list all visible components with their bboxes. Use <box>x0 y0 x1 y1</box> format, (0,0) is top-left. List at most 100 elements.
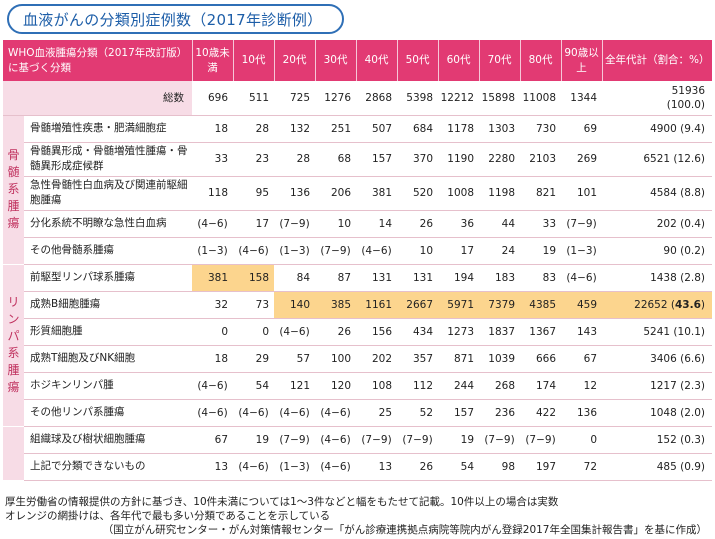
data-cell: 158 <box>233 264 275 292</box>
data-cell: 381 <box>192 264 234 292</box>
data-cell: 95 <box>233 176 275 211</box>
row-total-cell: 22652 (43.6) <box>602 291 713 319</box>
row-total-cell: 152 (0.3) <box>602 426 713 454</box>
data-cell: 108 <box>356 372 398 400</box>
table-row: 成熟T細胞及びNK細胞 18 29 57 100 202 357 871 1039 666 67 34… <box>3 345 713 373</box>
table-row: 骨髄系腫瘍骨髄増殖性疾患・肥満細胞症 18 28 132 251 507 684 1178 13… <box>3 115 713 265</box>
data-cell: (1−3) <box>274 453 316 481</box>
row-label: 骨髄増殖性疾患・肥満細胞症 <box>24 115 193 143</box>
group-label-char: 系 <box>7 182 20 196</box>
data-cell: 54 <box>438 453 480 481</box>
row-label: 成熟B細胞腫瘍 <box>24 291 193 319</box>
data-cell: (7−9) <box>520 426 562 454</box>
data-cell: 33 <box>192 142 234 177</box>
age-header: 40代 <box>355 40 398 81</box>
data-cell: 121 <box>274 372 316 400</box>
total-cell: 1276 <box>315 81 357 116</box>
data-cell: (7−9) <box>356 426 398 454</box>
data-cell: 2280 <box>479 142 521 177</box>
group-label-char: 系 <box>7 346 20 360</box>
group-label: 骨髄系腫瘍 <box>3 115 24 265</box>
data-cell: 100 <box>315 345 357 373</box>
data-cell: 1837 <box>479 318 521 346</box>
data-cell: 84 <box>274 264 316 292</box>
data-cell: 434 <box>397 318 439 346</box>
data-cell: 112 <box>397 372 439 400</box>
total-header: 全年代計（割合：%） <box>601 40 713 81</box>
group-label-char: ン <box>7 312 20 326</box>
data-cell: 684 <box>397 115 439 143</box>
data-cell: 459 <box>561 291 603 319</box>
row-total-cell: 1048 (2.0) <box>602 399 713 427</box>
row-label: 上記で分類できないもの <box>24 453 193 481</box>
data-cell: 67 <box>561 345 603 373</box>
data-cell: (7−9) <box>274 210 316 238</box>
data-cell: 871 <box>438 345 480 373</box>
total-label: 総数 <box>3 81 193 116</box>
data-cell: 1303 <box>479 115 521 143</box>
data-cell: 1039 <box>479 345 521 373</box>
group-label <box>3 426 24 480</box>
data-cell: (4−6) <box>192 372 234 400</box>
data-cell: 33 <box>520 210 562 238</box>
data-cell: (4−6) <box>192 210 234 238</box>
data-cell: (4−6) <box>233 237 275 265</box>
data-cell: 67 <box>192 426 234 454</box>
data-cell: 143 <box>561 318 603 346</box>
data-cell: 101 <box>561 176 603 211</box>
data-cell: 36 <box>438 210 480 238</box>
data-cell: (1−3) <box>274 237 316 265</box>
group-label-char: リ <box>7 295 20 309</box>
row-label: 分化系統不明瞭な急性白血病 <box>24 210 193 238</box>
data-cell: 118 <box>192 176 234 211</box>
total-row: 総数 696 511 725 1276 2868 5398 12212 1589… <box>3 81 713 116</box>
data-cell: 17 <box>233 210 275 238</box>
data-cell: 23 <box>233 142 275 177</box>
group-label-char: パ <box>7 329 20 343</box>
group-label-char: 腫 <box>7 363 20 377</box>
total-cell: 2868 <box>356 81 398 116</box>
data-cell: 29 <box>233 345 275 373</box>
data-cell: 25 <box>356 399 398 427</box>
case-count-table: WHO血液腫瘍分類（2017年改訂版）に基づく分類 10歳未満 10代 20代 … <box>3 40 713 481</box>
data-cell: 1008 <box>438 176 480 211</box>
total-cell: 725 <box>274 81 316 116</box>
data-cell: 87 <box>315 264 357 292</box>
data-cell: 7379 <box>479 291 521 319</box>
data-cell: 1273 <box>438 318 480 346</box>
row-label: 形質細胞腫 <box>24 318 193 346</box>
grand-total-cell: 51936 (100.0) <box>602 81 713 116</box>
table-row: 組織球及び樹状細胞腫瘍 67 19 (7−9) (4−6) (7−9) (7−9) 19 (7−… <box>3 426 713 480</box>
total-cell: 511 <box>233 81 275 116</box>
data-cell: 28 <box>274 142 316 177</box>
row-label: 組織球及び樹状細胞腫瘍 <box>24 426 193 454</box>
data-cell: 32 <box>192 291 234 319</box>
data-cell: 156 <box>356 318 398 346</box>
data-cell: 821 <box>520 176 562 211</box>
data-cell: (7−9) <box>561 210 603 238</box>
data-cell: 251 <box>315 115 357 143</box>
group-label-char: 髄 <box>7 165 20 179</box>
data-cell: 2103 <box>520 142 562 177</box>
data-cell: 72 <box>561 453 603 481</box>
data-cell: 1178 <box>438 115 480 143</box>
row-total-cell: 1438 (2.8) <box>602 264 713 292</box>
table-row: 骨髄異形成・骨髄増殖性腫瘍・骨髄異形成症候群 33 23 28 68 157 370 1190… <box>3 142 713 177</box>
header-row: WHO血液腫瘍分類（2017年改訂版）に基づく分類 10歳未満 10代 20代 … <box>3 40 713 81</box>
data-cell: 24 <box>479 237 521 265</box>
age-header: 90歳以上 <box>560 40 603 81</box>
data-cell: (4−6) <box>356 237 398 265</box>
data-cell: 730 <box>520 115 562 143</box>
table-row: 形質細胞腫 0 0 (4−6) 26 156 434 1273 1837 1367 143 5241 … <box>3 318 713 346</box>
data-cell: (4−6) <box>274 399 316 427</box>
row-total-pct: 43.6 <box>674 298 701 311</box>
age-header: 50代 <box>396 40 439 81</box>
data-cell: 370 <box>397 142 439 177</box>
page-title: 血液がんの分類別症例数（2017年診断例） <box>7 4 344 34</box>
data-cell: 18 <box>192 345 234 373</box>
data-cell: 520 <box>397 176 439 211</box>
data-cell: (1−3) <box>561 237 603 265</box>
data-cell: 28 <box>233 115 275 143</box>
note-line: 厚生労働省の情報提供の方針に基づき、10件未満については1〜3件などと幅をもたせ… <box>5 496 559 508</box>
table-row: その他リンパ系腫瘍 (4−6) (4−6) (4−6) (4−6) 25 52 157 236 4… <box>3 399 713 427</box>
